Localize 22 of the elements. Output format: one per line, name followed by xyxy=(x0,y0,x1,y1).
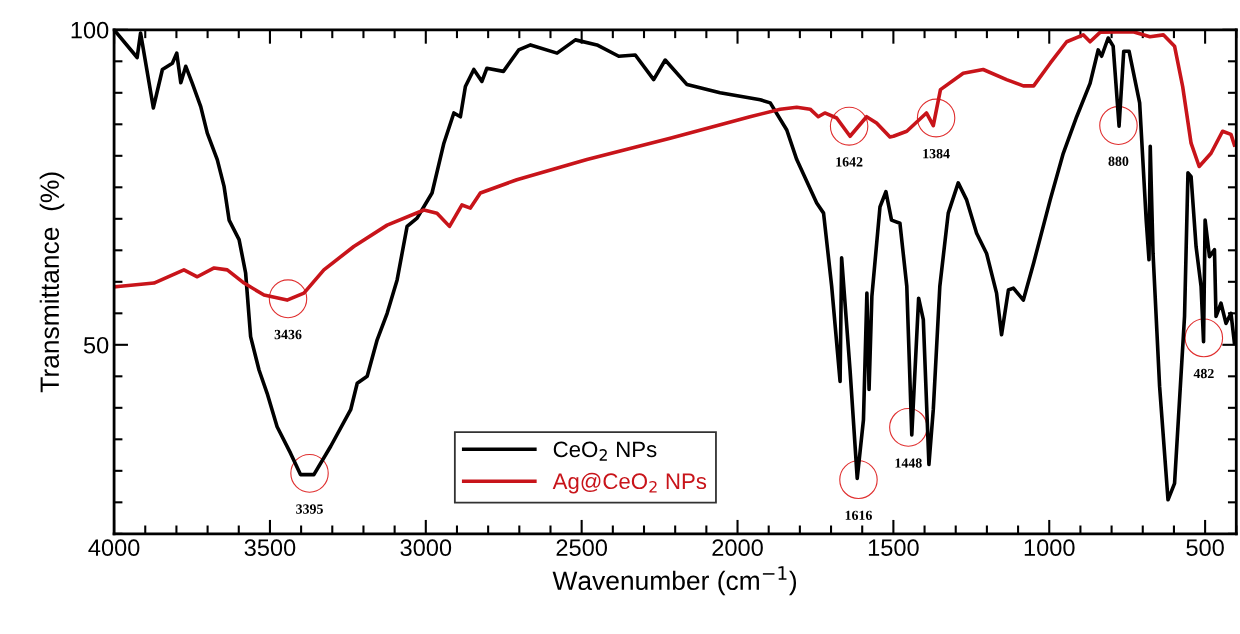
annotation: 1616 xyxy=(845,510,872,520)
x-tick-label: 1000 xyxy=(1024,539,1075,557)
x-tick-label: 2500 xyxy=(556,539,608,557)
annotation: 880 xyxy=(1108,156,1129,166)
y-tick-label: 50 xyxy=(83,336,109,354)
x-tick-label: 1500 xyxy=(868,539,919,557)
annotation: 1384 xyxy=(923,148,950,159)
y-tick-label: 100 xyxy=(71,21,109,39)
annotation: 1642 xyxy=(836,157,863,167)
annotation: 3395 xyxy=(296,504,323,514)
annotation: 3436 xyxy=(274,329,302,340)
annotation: 1448 xyxy=(895,458,922,468)
y-axis-title: Transmittance (%) xyxy=(39,172,65,393)
x-tick-label: 2000 xyxy=(712,539,763,557)
x-tick-label: 3000 xyxy=(400,539,452,557)
x-tick-label: 4000 xyxy=(88,539,140,557)
x-tick-label: 500 xyxy=(1186,539,1224,557)
legend-label: CeO$_{2}$ NPs xyxy=(553,441,657,461)
annotation: 482 xyxy=(1193,368,1214,379)
legend-label: Ag@CeO$_{2}$ NPs xyxy=(552,472,707,494)
x-axis-title: Wavenumber (cm$^{−1}$) xyxy=(552,566,797,596)
x-tick-label: 3500 xyxy=(244,539,296,557)
